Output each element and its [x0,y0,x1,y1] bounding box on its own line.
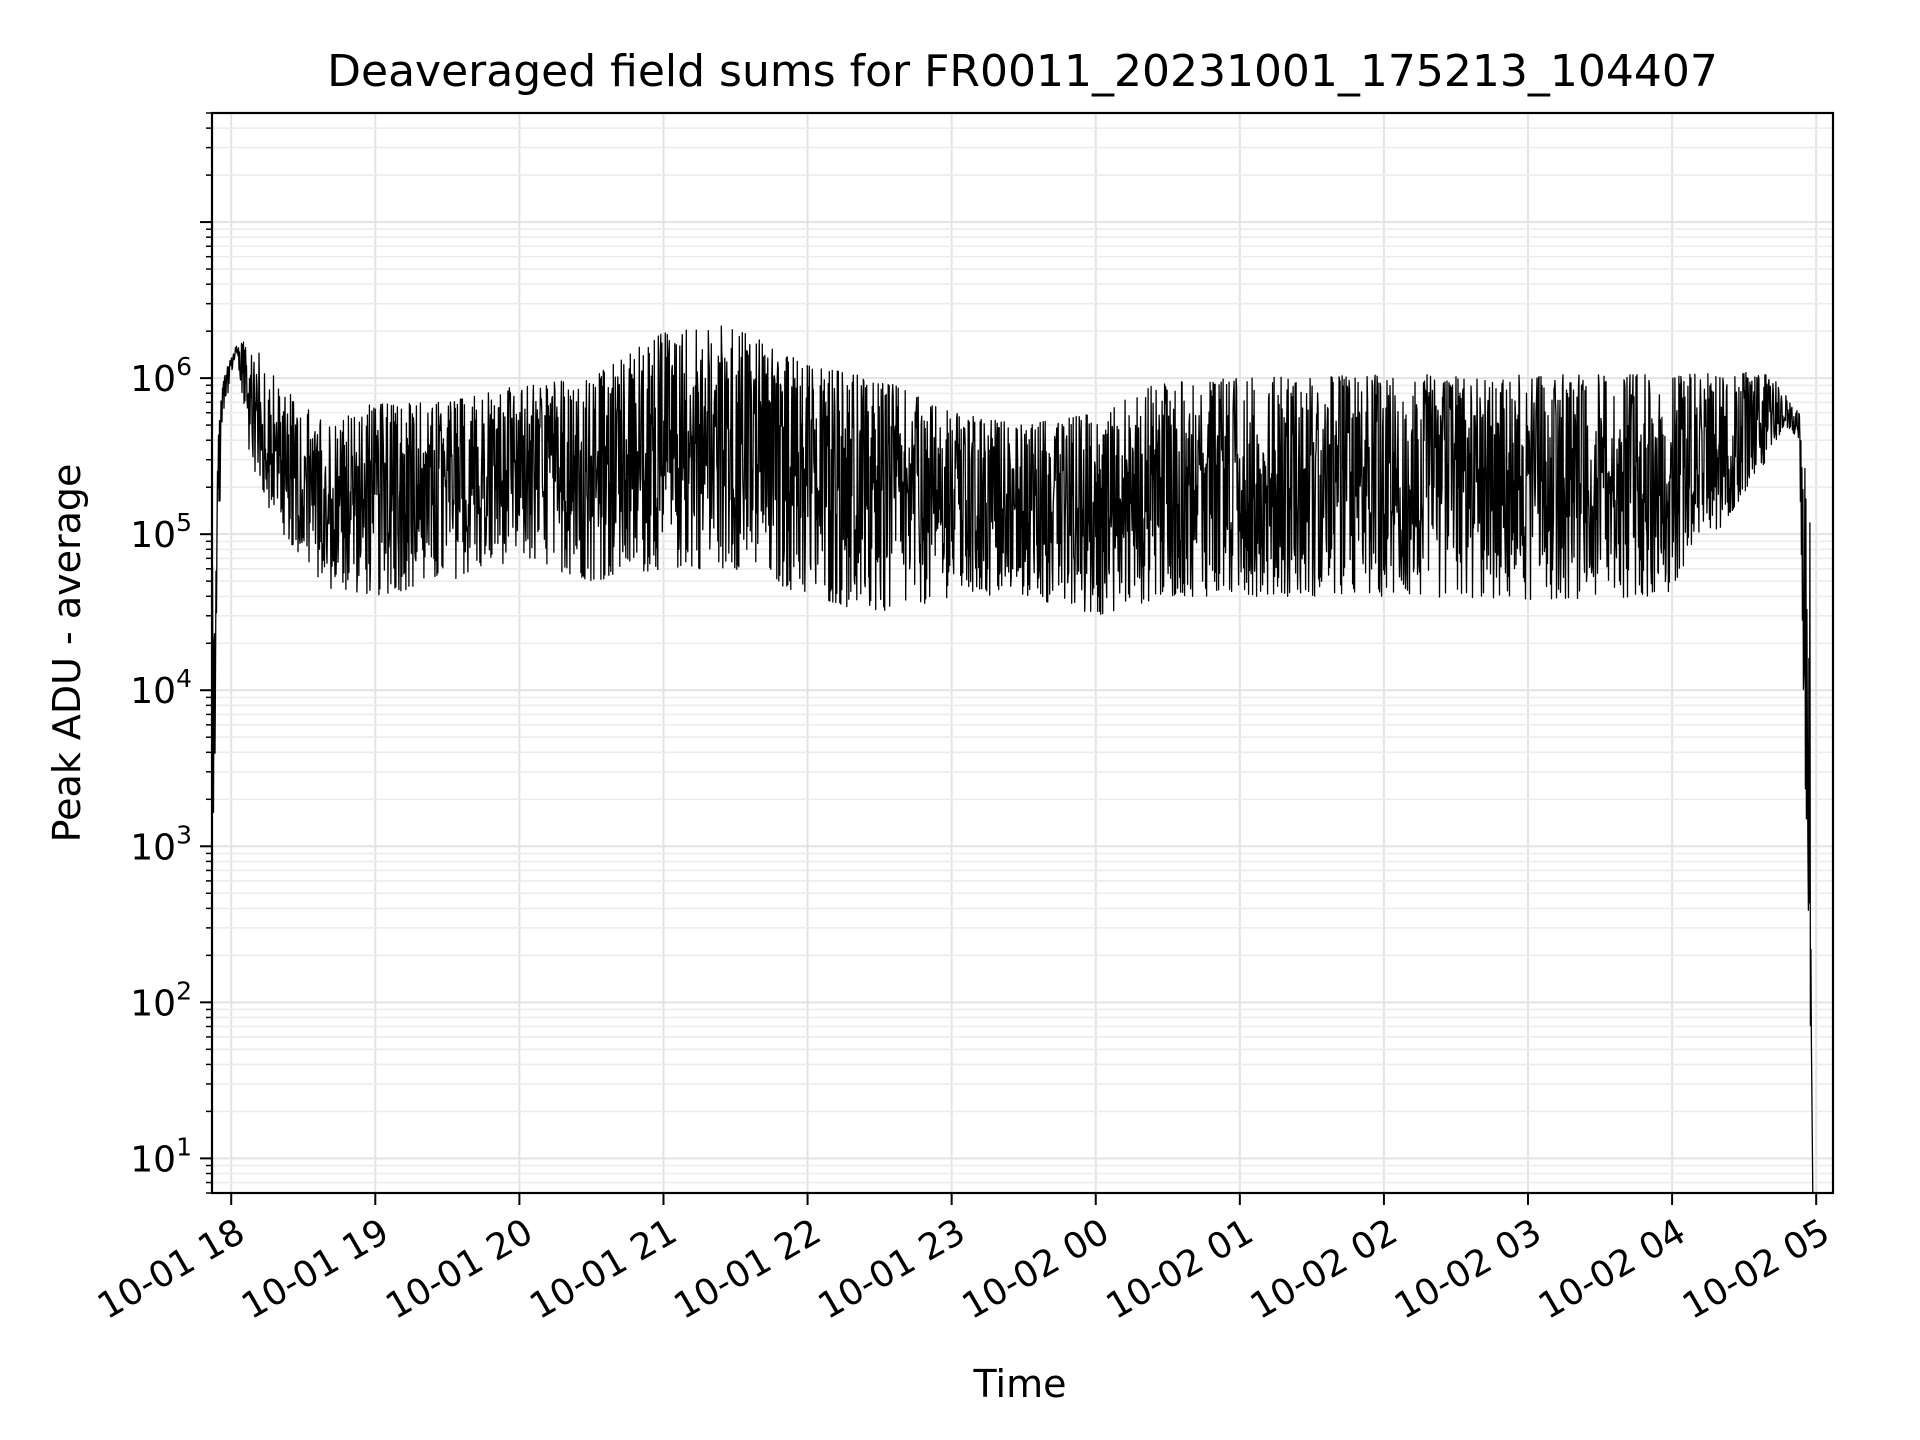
y-tick-exponent: 3 [176,820,192,849]
y-tick-exponent: 4 [176,664,192,693]
plot-frame [210,111,1835,1195]
series-trace [211,325,1814,1194]
y-tick-exponent: 2 [176,976,192,1005]
y-tick-exponent: 5 [176,508,192,537]
y-tick-label: 104 [130,664,192,712]
y-tick-base: 10 [130,983,176,1024]
y-tick-base: 10 [130,1139,176,1180]
y-tick-label: 103 [130,820,192,868]
y-tick-label: 105 [130,508,192,556]
y-tick-label: 106 [130,352,192,400]
y-tick-base: 10 [130,515,176,556]
y-tick-label: 102 [130,976,192,1024]
y-tick-base: 10 [130,359,176,400]
y-axis-label: Peak ADU - average [45,464,89,843]
y-tick-exponent: 6 [176,352,192,381]
chart-title: Deaveraged field sums for FR0011_2023100… [327,46,1718,97]
y-tick-base: 10 [130,827,176,868]
y-tick-base: 10 [130,671,176,712]
y-tick-label: 101 [130,1132,192,1180]
x-axis-label: Time [973,1362,1067,1406]
y-tick-exponent: 1 [176,1132,192,1161]
series-line [211,325,1814,1194]
